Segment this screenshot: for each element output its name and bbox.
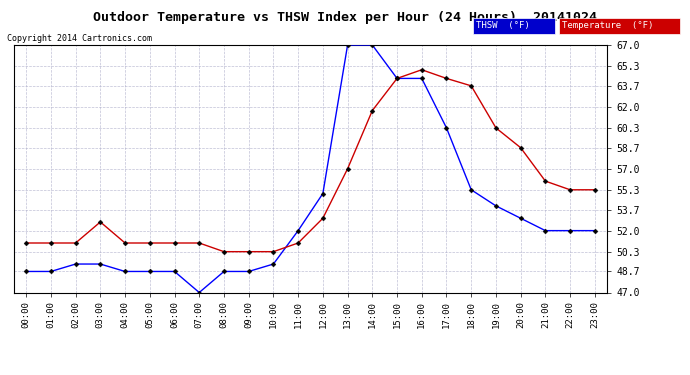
Text: Outdoor Temperature vs THSW Index per Hour (24 Hours)  20141024: Outdoor Temperature vs THSW Index per Ho…	[93, 11, 597, 24]
Text: THSW  (°F): THSW (°F)	[476, 21, 530, 30]
Text: Copyright 2014 Cartronics.com: Copyright 2014 Cartronics.com	[7, 34, 152, 43]
Text: Temperature  (°F): Temperature (°F)	[562, 21, 653, 30]
